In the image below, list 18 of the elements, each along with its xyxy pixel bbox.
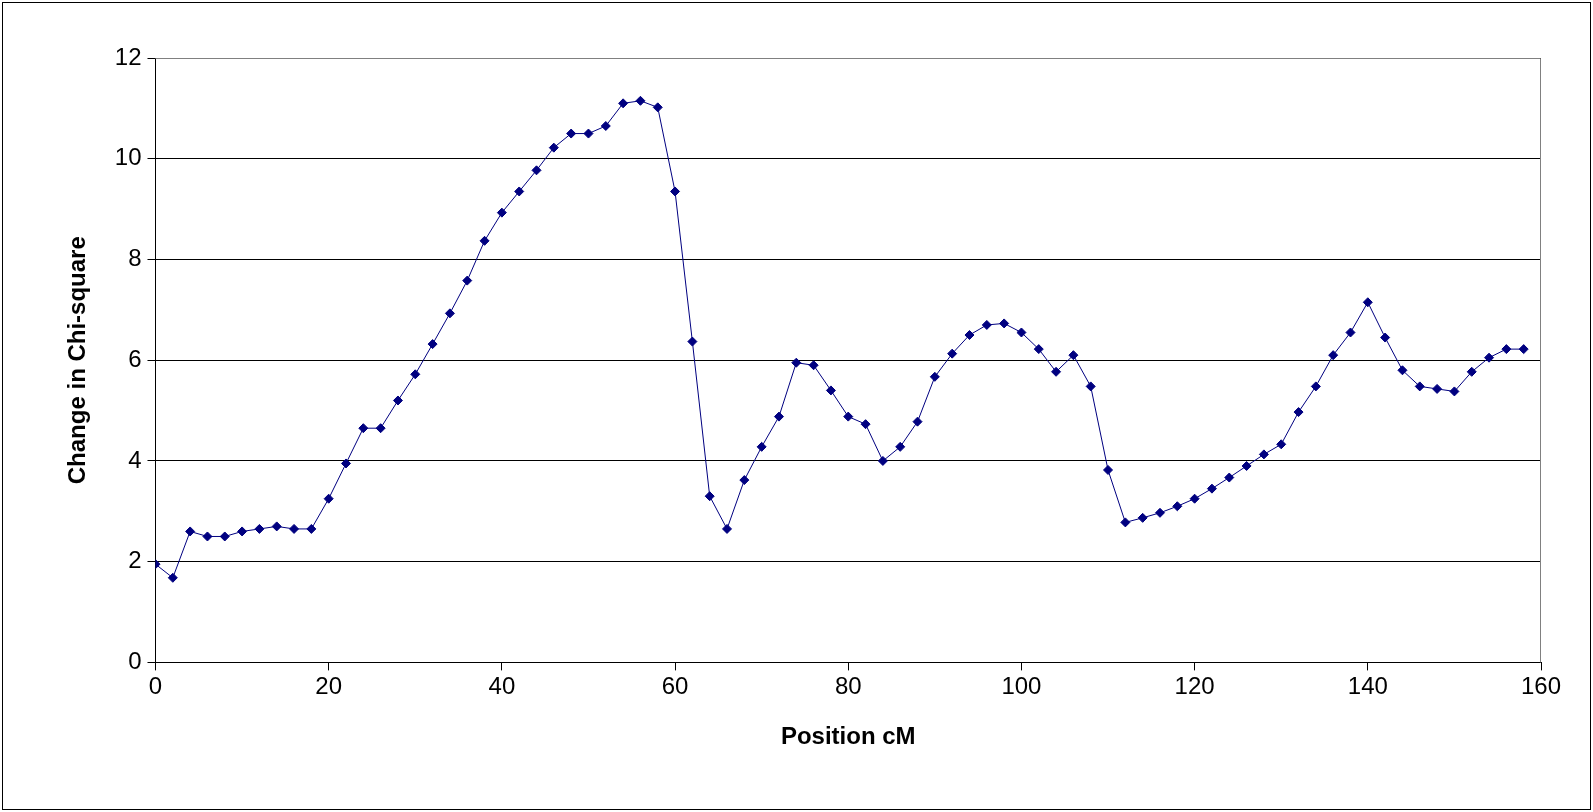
y-tick-label: 12 [114,42,142,70]
x-tick-label: 160 [1520,672,1562,700]
x-axis-title: Position cM [780,722,916,750]
y-tick-label: 2 [128,546,142,574]
x-tick-label: 0 [148,672,163,700]
x-tick-label: 100 [1001,672,1042,700]
x-tick-label: 120 [1174,672,1215,700]
y-tick-label: 4 [128,445,142,473]
y-tick-label: 6 [128,344,142,372]
y-axis-title: Change in Chi-square [63,236,91,485]
x-tick-label: 80 [834,672,862,700]
x-tick-label: 20 [315,672,343,700]
x-tick-label: 60 [661,672,689,700]
x-tick-label: 140 [1347,672,1388,700]
y-tick-label: 0 [128,647,142,675]
y-tick-label: 8 [128,244,142,272]
y-tick-label: 10 [114,143,142,171]
x-tick-label: 40 [488,672,516,700]
